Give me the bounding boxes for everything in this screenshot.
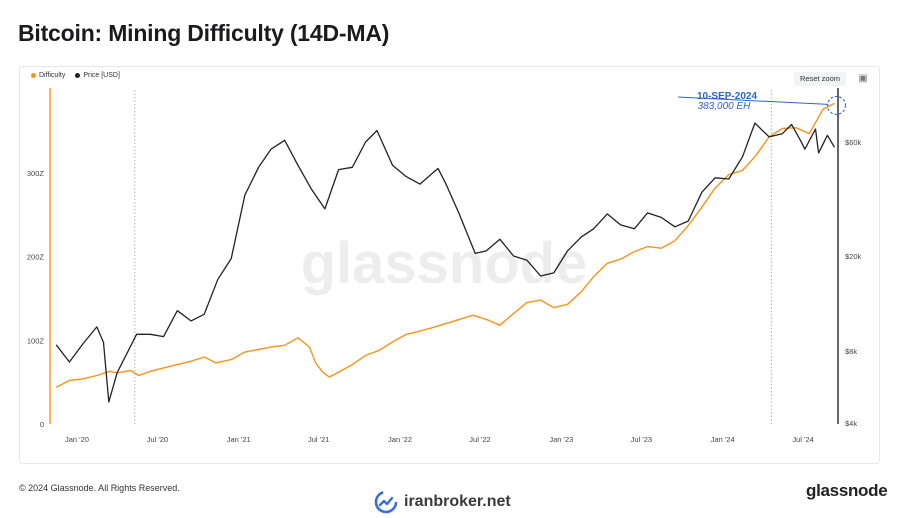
y-left-tick-label: 100Z: [27, 336, 45, 345]
x-tick-label: Jan '21: [227, 435, 251, 444]
x-tick-label: Jan '20: [65, 435, 89, 444]
x-tick-label: Jul '22: [469, 435, 490, 444]
difficulty-series-line: [55, 102, 835, 388]
x-tick-label: Jul '21: [308, 435, 329, 444]
x-tick-label: Jul '20: [147, 435, 168, 444]
glassnode-watermark: glassnode: [301, 231, 588, 296]
annotation-pointer-line: [677, 96, 829, 105]
iranbroker-text: iranbroker.net: [404, 493, 511, 510]
x-tick-label: Jan '24: [711, 435, 735, 444]
y-left-tick-label: 0: [40, 420, 44, 429]
legend-label-price: Price [USD]: [83, 72, 120, 79]
y-right-tick-label: $60k: [845, 138, 862, 147]
copyright-text: © 2024 Glassnode. All Rights Reserved.: [19, 483, 180, 493]
page-title: Bitcoin: Mining Difficulty (14D-MA): [18, 20, 390, 46]
legend-item-price[interactable]: Price [USD]: [75, 72, 120, 79]
y-left-tick-label: 300Z: [27, 169, 45, 178]
reset-zoom-button[interactable]: Reset zoom: [794, 72, 846, 86]
camera-icon[interactable]: ▣: [858, 73, 868, 84]
iranbroker-logo-icon: [374, 490, 398, 514]
x-tick-label: Jan '22: [388, 435, 412, 444]
x-tick-label: Jul '24: [792, 435, 813, 444]
y-right-tick-label: $4k: [845, 419, 857, 428]
footer-brand-logo: glassnode: [806, 481, 888, 500]
x-tick-label: Jan '23: [549, 435, 573, 444]
annotation-circle: [826, 95, 847, 116]
chart-legend: Difficulty Price [USD]: [31, 72, 120, 79]
x-tick-label: Jul '23: [631, 435, 652, 444]
y-right-tick-label: $20k: [845, 252, 862, 261]
chart-frame: [19, 66, 880, 464]
y-right-tick-label: $8k: [845, 347, 857, 356]
legend-dot-difficulty: [31, 73, 36, 78]
legend-item-difficulty[interactable]: Difficulty: [31, 72, 65, 79]
price-series-line: [55, 122, 836, 403]
annotation-value: 383,000 EH: [698, 101, 752, 112]
legend-label-difficulty: Difficulty: [39, 72, 66, 79]
legend-dot-price: [75, 73, 81, 78]
y-left-tick-label: 200Z: [27, 253, 45, 262]
iranbroker-watermark: iranbroker.net: [374, 490, 511, 514]
annotation-date: 10-SEP-2024: [697, 91, 757, 102]
